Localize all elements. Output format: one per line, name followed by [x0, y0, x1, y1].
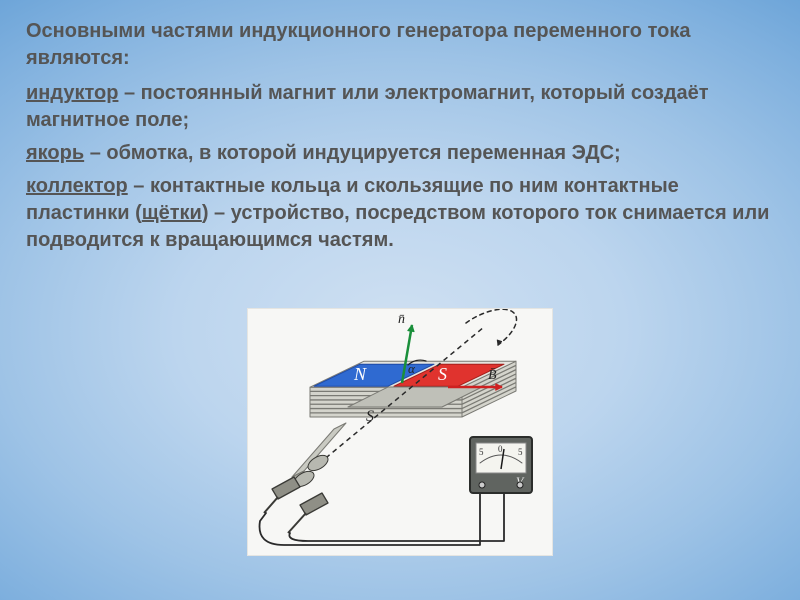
rest-inductor: – постоянный магнит или электромагнит, к…: [26, 82, 709, 131]
svg-text:5: 5: [479, 447, 484, 457]
svg-text:S: S: [366, 408, 374, 425]
svg-text:n̄: n̄: [398, 312, 405, 327]
term-collector: коллектор: [26, 175, 128, 197]
svg-text:0: 0: [498, 444, 503, 454]
svg-text:α: α: [408, 361, 416, 376]
svg-text:N: N: [353, 364, 367, 384]
svg-text:B̄: B̄: [488, 368, 497, 383]
term-armature: якорь: [26, 142, 84, 164]
generator-diagram: NSn̄αB̄S505V: [247, 308, 553, 556]
term-inductor: индуктор: [26, 82, 118, 104]
para-armature: якорь – обмотка, в которой индуцируется …: [26, 140, 774, 167]
rest-armature: – обмотка, в которой индуцируется переме…: [84, 142, 621, 164]
para-collector: коллектор – контактные кольца и скользящ…: [26, 173, 774, 254]
para-inductor: индуктор – постоянный магнит или электро…: [26, 80, 774, 134]
term-brushes: щётки: [142, 202, 202, 224]
svg-text:5: 5: [518, 447, 523, 457]
svg-text:S: S: [438, 364, 447, 384]
slide-heading: Основными частями индукционного генерато…: [26, 18, 774, 72]
